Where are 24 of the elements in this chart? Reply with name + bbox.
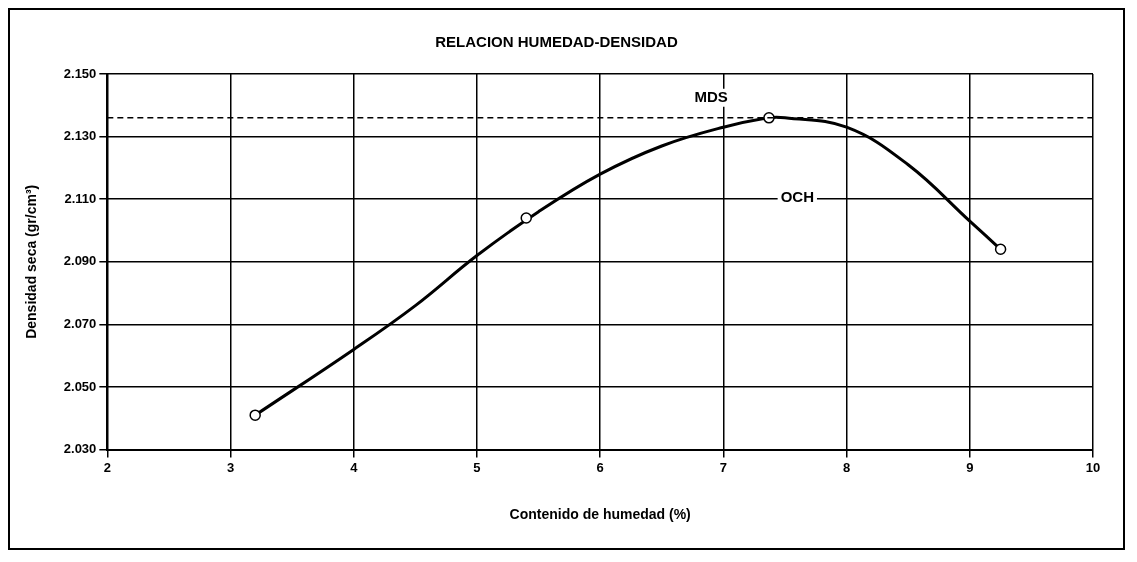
y-tick-label: 2.130 xyxy=(63,128,97,144)
y-tick-label: 2.070 xyxy=(63,315,97,331)
point xyxy=(994,243,1007,256)
x-tick-label: 8 xyxy=(842,459,851,475)
x-tick-label: 5 xyxy=(473,459,481,475)
annotation: OCH xyxy=(780,188,814,206)
y-tick-label: 2.150 xyxy=(63,65,97,81)
y-tick-label: 2.050 xyxy=(63,378,97,394)
point xyxy=(249,409,261,421)
x-tick-label: 9 xyxy=(966,459,974,475)
x-axis-title: Contenido de humedad (%) xyxy=(509,506,691,523)
x-tick-label: 6 xyxy=(596,459,604,475)
x-tick-label: 2 xyxy=(103,459,111,475)
y-tick-label: 2.110 xyxy=(64,190,97,206)
point xyxy=(520,212,532,224)
y-axis-title: Densidad seca (gr/cm³) xyxy=(23,184,40,339)
x-tick-label: 7 xyxy=(719,459,727,475)
ref-line-label: MDS xyxy=(694,88,728,106)
y-tick-label: 2.090 xyxy=(63,253,97,269)
y-tick-label: 2.030 xyxy=(63,441,97,457)
chart-title: RELACION HUMEDAD-DENSIDAD xyxy=(435,33,678,51)
x-tick-label: 4 xyxy=(350,459,359,475)
x-tick-label: 3 xyxy=(226,459,235,475)
x-tick-label: 10 xyxy=(1085,459,1101,475)
